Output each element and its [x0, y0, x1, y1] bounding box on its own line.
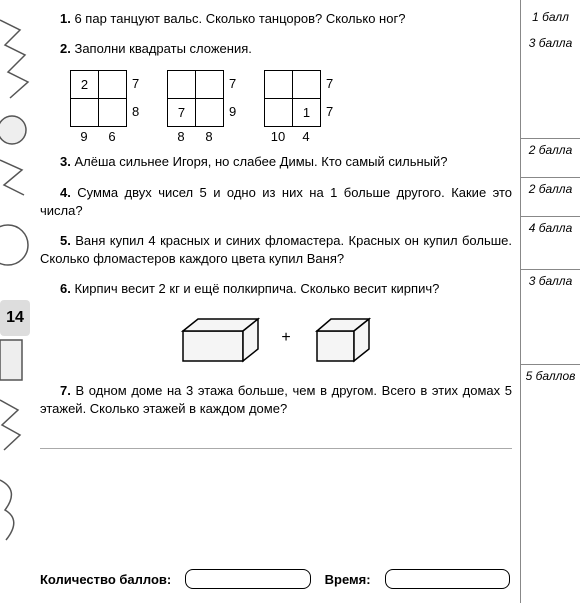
grid-cell: 1	[293, 99, 321, 127]
problem-text: В одном доме на 3 этажа больше, чем в др…	[40, 383, 512, 416]
grid-cell	[99, 99, 127, 127]
score-5: 4 балла	[525, 221, 576, 235]
score-divider	[521, 177, 580, 178]
problem-text: Кирпич весит 2 кг и ещё полкирпича. Скол…	[74, 281, 439, 296]
grid-cell	[293, 71, 321, 99]
score-label: Количество баллов:	[40, 572, 171, 587]
plus-sign: +	[281, 327, 290, 349]
score-divider	[521, 364, 580, 365]
problem-number: 7.	[60, 383, 71, 398]
score-divider	[521, 269, 580, 270]
grid-cell	[196, 71, 224, 99]
grid-2: 7 79 88	[167, 70, 224, 127]
footer-divider	[40, 448, 512, 449]
time-label: Время:	[325, 572, 371, 587]
grid-sum-right: 7	[132, 70, 139, 98]
problem-text: Ваня купил 4 красных и синих фломастера.…	[40, 233, 512, 266]
grid-cell	[99, 71, 127, 99]
score-divider	[521, 138, 580, 139]
problem-text: Заполни квадраты сложения.	[74, 41, 251, 56]
grid-sum-right: 7	[326, 98, 333, 126]
grid-sum-bottom: 6	[98, 128, 126, 146]
grid-sum-bottom: 9	[70, 128, 98, 146]
score-divider	[521, 216, 580, 217]
problem-number: 5.	[60, 233, 71, 248]
score-7: 5 баллов	[525, 369, 576, 383]
grid-cell	[265, 99, 293, 127]
problem-2: 2. Заполни квадраты сложения.	[40, 40, 512, 58]
grid-1: 2 78 96	[70, 70, 127, 127]
grid-cell	[265, 71, 293, 99]
brick-icon	[173, 311, 263, 366]
grid-sum-bottom: 8	[167, 128, 195, 146]
time-input[interactable]	[385, 569, 510, 589]
problem-text: 6 пар танцуют вальс. Сколько танцоров? С…	[74, 11, 405, 26]
problem-number: 2.	[60, 41, 71, 56]
brick-illustration: +	[40, 311, 512, 366]
page-number-badge: 14	[0, 300, 30, 336]
grid-cell	[196, 99, 224, 127]
addition-grids: 2 78 96 7 79 88 1 77 104	[70, 70, 512, 127]
score-6: 3 балла	[525, 274, 576, 288]
grid-3: 1 77 104	[264, 70, 321, 127]
score-input[interactable]	[185, 569, 310, 589]
half-brick-icon	[309, 311, 379, 366]
main-content: 1. 6 пар танцуют вальс. Сколько танцоров…	[40, 0, 520, 603]
grid-sum-right: 9	[229, 98, 236, 126]
footer-row: Количество баллов: Время:	[40, 569, 510, 589]
problem-number: 4.	[60, 185, 71, 200]
problem-1: 1. 6 пар танцуют вальс. Сколько танцоров…	[40, 10, 512, 28]
score-2: 3 балла	[525, 36, 576, 50]
problem-number: 6.	[60, 281, 71, 296]
problem-7: 7. В одном доме на 3 этажа больше, чем в…	[40, 382, 512, 418]
grid-cell: 2	[71, 71, 99, 99]
problem-text: Алёша сильнее Игоря, но слабее Димы. Кто…	[74, 154, 447, 169]
problem-text: Сумма двух чисел 5 и одно из них на 1 бо…	[40, 185, 512, 218]
grid-cell	[168, 71, 196, 99]
problem-number: 3.	[60, 154, 71, 169]
score-3: 2 балла	[525, 143, 576, 157]
grid-sum-bottom: 10	[264, 128, 292, 146]
grid-cell: 7	[168, 99, 196, 127]
score-4: 2 балла	[525, 182, 576, 196]
grid-sum-bottom: 4	[292, 128, 320, 146]
grid-cell	[71, 99, 99, 127]
grid-sum-bottom: 8	[195, 128, 223, 146]
problem-number: 1.	[60, 11, 71, 26]
problem-5: 5. Ваня купил 4 красных и синих фломасте…	[40, 232, 512, 268]
grid-sum-right: 7	[326, 70, 333, 98]
problem-3: 3. Алёша сильнее Игоря, но слабее Димы. …	[40, 153, 512, 171]
score-sidebar: 1 балл 3 балла 2 балла 2 балла 4 балла 3…	[520, 0, 580, 603]
problem-6: 6. Кирпич весит 2 кг и ещё полкирпича. С…	[40, 280, 512, 298]
grid-sum-right: 8	[132, 98, 139, 126]
problem-4: 4. Сумма двух чисел 5 и одно из них на 1…	[40, 184, 512, 220]
score-1: 1 балл	[525, 10, 576, 24]
grid-sum-right: 7	[229, 70, 236, 98]
